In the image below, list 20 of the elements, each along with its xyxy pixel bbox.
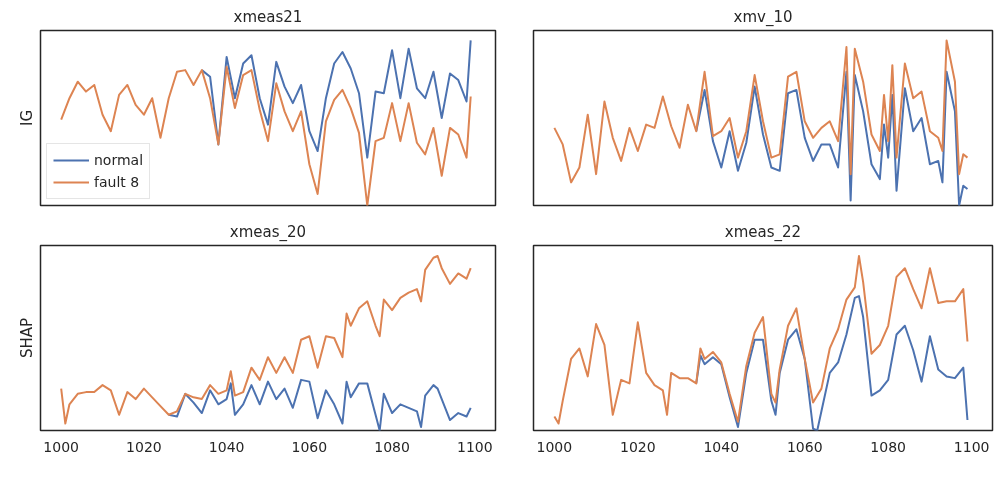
chart-title: xmeas_20 — [229, 222, 307, 242]
legend-label: normal — [94, 152, 144, 168]
x-tick-label: 1000 — [536, 438, 573, 455]
x-tick-label: 1020 — [620, 438, 656, 455]
x-tick-label: 1100 — [457, 438, 493, 455]
y-axis-title: SHAP — [17, 317, 36, 359]
chart-title: xmeas_22 — [724, 222, 802, 242]
x-tick-label: 1100 — [953, 438, 990, 455]
x-tick-label: 1040 — [703, 438, 740, 455]
x-tick-label: 1020 — [126, 438, 162, 455]
x-tick-label: 1000 — [43, 438, 80, 455]
x-tick-label: 1060 — [786, 438, 823, 455]
legend-label: fault 8 — [94, 174, 140, 190]
chart-title: xmeas21 — [233, 7, 303, 26]
chart-title: xmv_10 — [733, 7, 793, 27]
x-tick-label: 1040 — [208, 438, 245, 455]
x-tick-label: 1060 — [291, 438, 328, 455]
y-axis-title: IG — [17, 109, 36, 127]
x-tick-label: 1080 — [374, 438, 410, 455]
x-tick-label: 1080 — [870, 438, 907, 455]
